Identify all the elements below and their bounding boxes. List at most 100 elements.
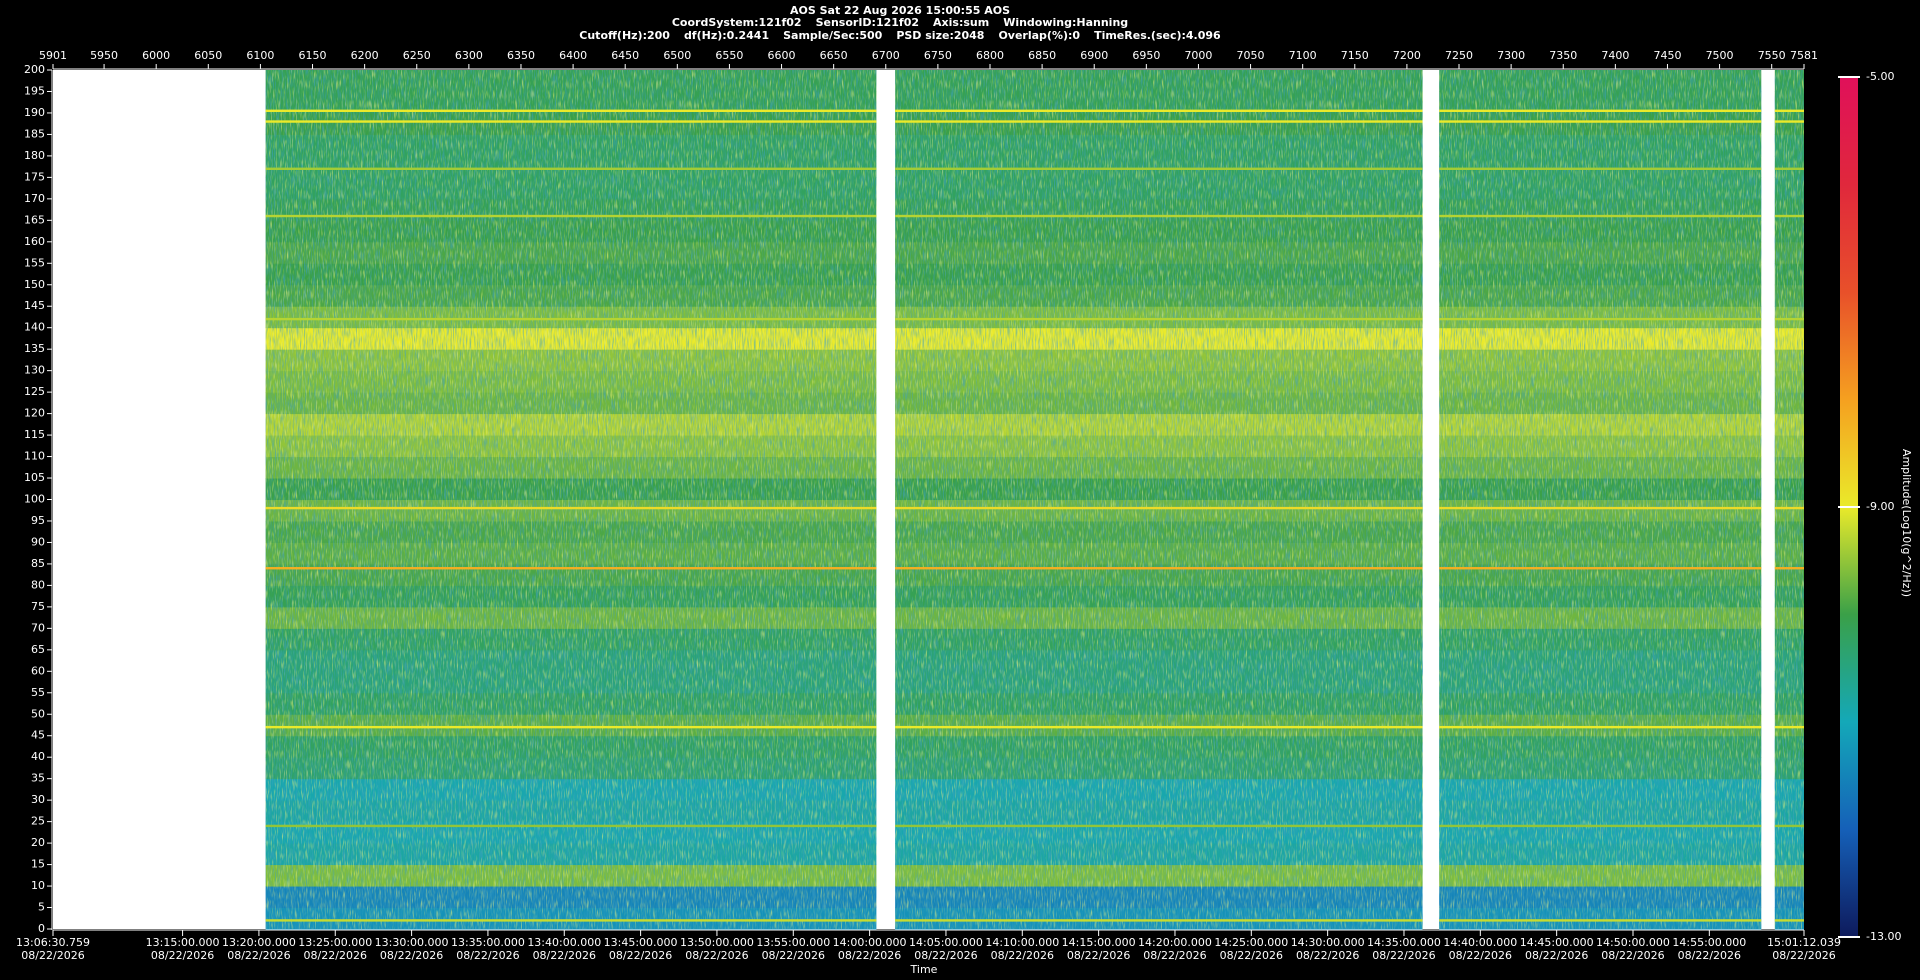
y-tick-label: 85 bbox=[31, 557, 45, 570]
x-tick-label: 7050 bbox=[1237, 49, 1265, 62]
colorbar-label: Amplitude(Log10(g^2/Hz)) bbox=[1900, 449, 1913, 597]
x-tick-label: 6200 bbox=[351, 49, 379, 62]
y-tick-label: 40 bbox=[31, 750, 45, 763]
y-tick-label: 55 bbox=[31, 686, 45, 699]
time-tick-label: 13:45:00.000 bbox=[604, 936, 678, 949]
time-tick-label: 14:45:00.000 bbox=[1520, 936, 1594, 949]
date-tick-label: 08/22/2026 bbox=[1601, 949, 1664, 962]
time-tick-label: 13:35:00.000 bbox=[451, 936, 525, 949]
texture bbox=[1774, 70, 1804, 929]
x-tick-label: 5950 bbox=[90, 49, 118, 62]
date-tick-label: 08/22/2026 bbox=[380, 949, 443, 962]
date-tick-label: 08/22/2026 bbox=[914, 949, 977, 962]
x-tick-label: 6050 bbox=[194, 49, 222, 62]
header-item: Axis:sum bbox=[933, 16, 989, 29]
header-line: AOS Sat 22 Aug 2026 15:00:55 AOS bbox=[790, 4, 1010, 17]
time-tick-label: 14:50:00.000 bbox=[1596, 936, 1670, 949]
x-tick-label: 6150 bbox=[299, 49, 327, 62]
date-tick-label: 08/22/2026 bbox=[1220, 949, 1283, 962]
header-item: Overlap(%):0 bbox=[998, 29, 1080, 42]
date-tick-label: 08/22/2026 bbox=[1449, 949, 1512, 962]
y-tick-label: 20 bbox=[31, 836, 45, 849]
y-tick-label: 0 bbox=[38, 922, 45, 935]
tone-line bbox=[1774, 567, 1804, 570]
tone-line bbox=[1774, 725, 1804, 729]
time-tick-label: 14:20:00.000 bbox=[1138, 936, 1212, 949]
date-tick-label: 08/22/2026 bbox=[838, 949, 901, 962]
header-item: Cutoff(Hz):200 bbox=[579, 29, 670, 42]
tone-line bbox=[265, 120, 877, 123]
tone-line bbox=[265, 214, 877, 218]
y-tick-label: 65 bbox=[31, 643, 45, 656]
tone-line bbox=[895, 506, 1423, 510]
date-tick-label: 08/22/2026 bbox=[456, 949, 519, 962]
header-item: PSD size:2048 bbox=[896, 29, 984, 42]
time-tick-label: 14:25:00.000 bbox=[1214, 936, 1288, 949]
x-tick-label: 7450 bbox=[1653, 49, 1681, 62]
y-tick-label: 90 bbox=[31, 535, 45, 548]
heatmap bbox=[265, 70, 1804, 930]
tone-line bbox=[1439, 167, 1762, 170]
x-tick-label: 6900 bbox=[1080, 49, 1108, 62]
x-tick-label: 7200 bbox=[1393, 49, 1421, 62]
tone-line bbox=[1439, 120, 1762, 123]
tone-line bbox=[265, 506, 877, 510]
y-tick-label: 50 bbox=[31, 707, 45, 720]
tone-line bbox=[1439, 506, 1762, 510]
header-item: TimeRes.(sec):4.096 bbox=[1094, 29, 1221, 42]
y-tick-label: 200 bbox=[24, 63, 45, 76]
tone-line bbox=[265, 567, 877, 570]
x-tick-label: 7000 bbox=[1184, 49, 1212, 62]
y-tick-label: 70 bbox=[31, 621, 45, 634]
tone-line bbox=[265, 919, 877, 922]
date-tick-label: 08/22/2026 bbox=[151, 949, 214, 962]
time-tick-label: 14:30:00.000 bbox=[1291, 936, 1365, 949]
y-tick-label: 130 bbox=[24, 364, 45, 377]
tone-line bbox=[1439, 824, 1762, 828]
y-tick-label: 165 bbox=[24, 213, 45, 226]
tone-line bbox=[265, 317, 877, 321]
tone-line bbox=[895, 317, 1423, 321]
tone-line bbox=[1774, 120, 1804, 123]
tone-line bbox=[1439, 317, 1762, 321]
tone-line bbox=[895, 109, 1423, 113]
axes: 5901 5950 6000 6050 6100 6150 6200 6250 6300 6350… bbox=[16, 49, 1841, 962]
y-tick-label: 115 bbox=[24, 428, 45, 441]
time-tick-label: 13:50:00.000 bbox=[680, 936, 754, 949]
x-tick-label: 7300 bbox=[1497, 49, 1525, 62]
x-tick-label: 6300 bbox=[455, 49, 483, 62]
y-tick-label: 135 bbox=[24, 342, 45, 355]
time-tick-label: 14:00:00.000 bbox=[833, 936, 907, 949]
x-tick-label: 6000 bbox=[142, 49, 170, 62]
x-tick-label: 6450 bbox=[611, 49, 639, 62]
x-tick-label: 6800 bbox=[976, 49, 1004, 62]
x-tick-label: 7400 bbox=[1601, 49, 1629, 62]
tone-line bbox=[1774, 824, 1804, 828]
tone-line bbox=[895, 919, 1423, 922]
x-tick-label: 7550 bbox=[1758, 49, 1786, 62]
time-tick-label: 14:55:00.000 bbox=[1672, 936, 1746, 949]
x-tick-label: 5901 bbox=[39, 49, 67, 62]
header-item: Sample/Sec:500 bbox=[783, 29, 883, 42]
y-tick-label: 100 bbox=[24, 493, 45, 506]
y-tick-label: 5 bbox=[38, 901, 45, 914]
tone-line bbox=[1774, 214, 1804, 218]
date-tick-label: 08/22/2026 bbox=[1772, 949, 1835, 962]
tone-line bbox=[265, 167, 877, 170]
tone-line bbox=[895, 567, 1423, 570]
time-tick-label: 13:06:30.759 bbox=[16, 936, 90, 949]
colorbar-tick-label: -13.00 bbox=[1866, 930, 1901, 943]
header-item: CoordSystem:121f02 bbox=[672, 16, 802, 29]
tone-line bbox=[1774, 167, 1804, 170]
time-tick-label: 13:25:00.000 bbox=[298, 936, 372, 949]
date-tick-label: 08/22/2026 bbox=[227, 949, 290, 962]
tone-line bbox=[265, 824, 877, 828]
texture bbox=[1439, 70, 1762, 929]
y-tick-label: 95 bbox=[31, 514, 45, 527]
y-tick-label: 190 bbox=[24, 106, 45, 119]
tone-line bbox=[1774, 919, 1804, 922]
y-tick-label: 150 bbox=[24, 278, 45, 291]
time-tick-label: 13:40:00.000 bbox=[527, 936, 601, 949]
header-line: Cutoff(Hz):200 df(Hz):0.2441 Sample/Sec:50… bbox=[579, 29, 1221, 42]
